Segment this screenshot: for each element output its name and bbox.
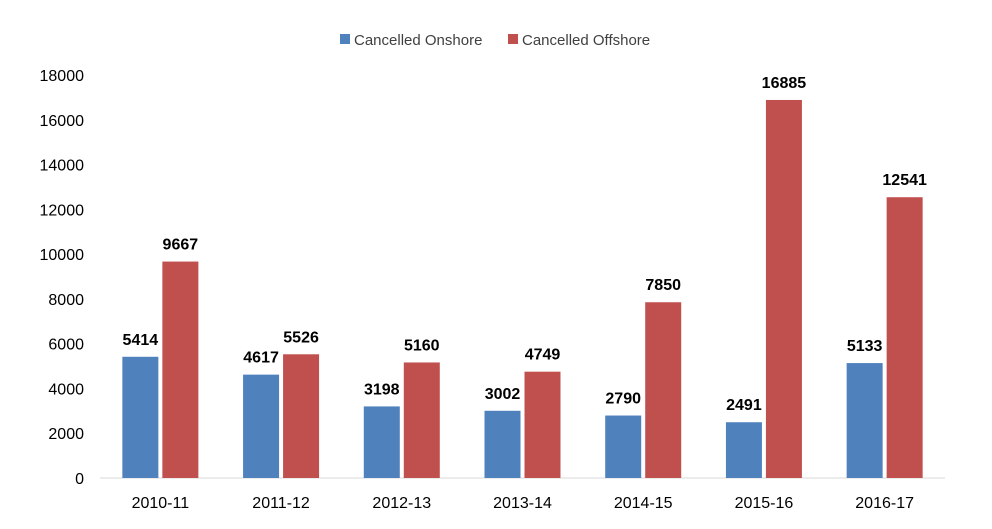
- bar-offshore: [403, 362, 440, 478]
- data-label: 2491: [726, 397, 762, 414]
- data-label: 4617: [243, 350, 279, 367]
- data-label: 3198: [364, 381, 400, 398]
- bar-offshore: [645, 302, 682, 478]
- y-tick-label: 12000: [40, 202, 85, 219]
- legend-swatch-offshore: [508, 34, 518, 44]
- data-label: 12541: [882, 172, 927, 189]
- bar-offshore: [162, 261, 199, 478]
- x-tick-label: 2012-13: [372, 495, 431, 512]
- y-tick-label: 16000: [40, 113, 85, 130]
- bar-onshore: [243, 374, 280, 478]
- x-tick-label: 2016-17: [855, 495, 914, 512]
- x-tick-label: 2011-12: [252, 495, 310, 512]
- data-label: 5133: [847, 338, 883, 355]
- bar-offshore: [765, 99, 802, 478]
- y-tick-label: 14000: [40, 158, 85, 175]
- legend-label-offshore: Cancelled Offshore: [522, 32, 650, 49]
- bar-onshore: [484, 410, 521, 478]
- x-axis: 2010-11 2011-12 2012-13 2013-14 2014-15 2015-…: [100, 477, 945, 512]
- data-label: 5526: [283, 329, 319, 346]
- legend-swatch-onshore: [340, 34, 350, 44]
- bars: [122, 99, 923, 478]
- bar-onshore: [725, 422, 762, 478]
- data-label: 4749: [525, 347, 561, 364]
- legend-label-onshore: Cancelled Onshore: [354, 32, 482, 49]
- data-label: 7850: [645, 277, 681, 294]
- bar-offshore: [886, 197, 923, 478]
- y-tick-label: 8000: [48, 292, 84, 309]
- bar-onshore: [363, 406, 400, 478]
- y-tick-label: 10000: [40, 247, 85, 264]
- bar-onshore: [605, 415, 642, 478]
- data-label: 9667: [163, 237, 199, 254]
- data-label: 16885: [762, 75, 807, 92]
- bar-offshore: [283, 354, 320, 478]
- bar-onshore: [846, 363, 883, 478]
- x-tick-label: 2013-14: [493, 495, 552, 512]
- y-tick-label: 18000: [40, 68, 85, 85]
- data-label: 3002: [485, 386, 521, 403]
- x-tick-label: 2010-11: [132, 495, 190, 512]
- y-tick-label: 6000: [48, 337, 84, 354]
- x-tick-label: 2015-16: [735, 495, 794, 512]
- y-tick-label: 0: [75, 471, 84, 488]
- y-tick-label: 4000: [48, 381, 84, 398]
- data-label: 2790: [605, 391, 641, 408]
- data-label: 5414: [123, 332, 159, 349]
- bar-offshore: [524, 371, 561, 478]
- legend: Cancelled Onshore Cancelled Offshore: [340, 32, 650, 49]
- x-tick-label: 2014-15: [614, 495, 673, 512]
- data-label: 5160: [404, 337, 440, 354]
- bar-onshore: [122, 356, 159, 478]
- y-axis: 0 2000 4000 6000 8000 10000 12000 14000 16000 180…: [40, 68, 85, 488]
- y-tick-label: 2000: [48, 426, 84, 443]
